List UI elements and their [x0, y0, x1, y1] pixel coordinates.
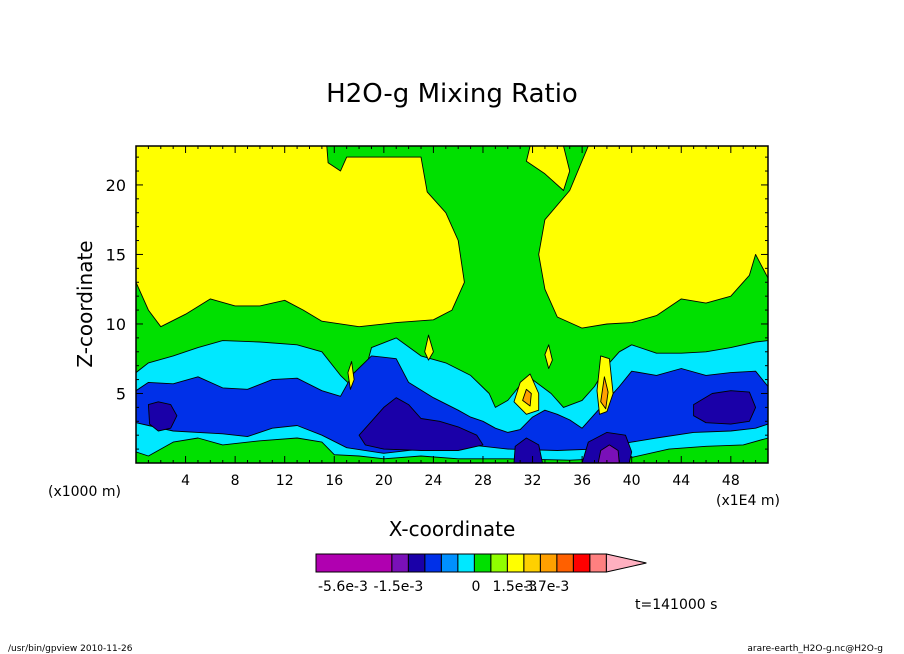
colorbar-cell [539, 553, 558, 573]
colorbar-cell [473, 553, 492, 573]
colorbar-tick-label: -5.6e-3 [318, 579, 368, 595]
contour-region-blue [136, 355, 768, 454]
colorbar-cell [572, 553, 591, 573]
contour-region-navy-left [147, 401, 178, 432]
colorbar-cell [391, 553, 409, 573]
colorbar-tick-label: 1.5e-3 [492, 579, 537, 595]
colorbar-cell [457, 553, 475, 573]
colorbar-tick-label: -1.5e-3 [373, 579, 423, 595]
colorbar-cell [556, 553, 574, 573]
colorbar-cell [407, 553, 426, 573]
x-tick-label: 28 [474, 473, 492, 489]
contour-region-navy-bottom [513, 437, 543, 463]
y-tick-label: 20 [106, 176, 126, 195]
plot-frame [135, 145, 769, 464]
colorbar-cell [490, 553, 508, 573]
x-tick-label: 8 [231, 473, 240, 489]
y-tick-label: 10 [106, 315, 126, 334]
y-ticks: 5 10 15 20 [106, 156, 768, 450]
y-tick-label: 15 [106, 245, 126, 264]
contour-region-yellow-upper [136, 146, 465, 328]
colorbar-cell [440, 553, 459, 573]
contour-region-navy-right [693, 390, 757, 425]
x-tick-label: 40 [623, 473, 641, 489]
contour-region-orange-core-32 [522, 388, 532, 407]
time-label: t=141000 s [635, 597, 717, 613]
x-unit-label: (x1000 m) [48, 484, 121, 500]
colorbar-cell [315, 553, 393, 573]
y-tick-label: 5 [116, 384, 126, 403]
colorbar-cell [424, 553, 442, 573]
x-tick-label: 48 [722, 473, 740, 489]
x-tick-label: 44 [672, 473, 690, 489]
footer-left: /usr/bin/gpview 2010-11-26 [8, 644, 133, 654]
x-axis-label: X-coordinate [389, 517, 516, 541]
x-tick-label: 24 [424, 473, 442, 489]
x-tick-label: 4 [181, 473, 190, 489]
colorbar-labels: -5.6e-3 -1.5e-3 0 1.5e-33.7e-3 [318, 579, 569, 595]
colorbar-cell [506, 553, 525, 573]
footer-right: arare-earth_H2O-g.nc@H2O-g [747, 644, 883, 654]
x-tick-label: 36 [573, 473, 591, 489]
x-tick-label: 16 [325, 473, 343, 489]
contour-region-yellow-spike-23 [424, 334, 434, 361]
chart-title: H2O-g Mixing Ratio [326, 79, 578, 109]
contour-region-navy-mid [358, 397, 484, 451]
y-axis-label: Z-coordinate [73, 240, 97, 367]
colorbar-arrow [605, 553, 647, 573]
colorbar-tick-label: 3.7e-3 [524, 579, 569, 595]
contour-region-orange-core-37 [600, 376, 609, 410]
colorbar-cell [523, 553, 541, 573]
x-tick-label: 20 [375, 473, 393, 489]
contour-region-yellow-spike-17 [347, 361, 355, 390]
x-ticks: 4 8 12 16 20 24 28 32 36 40 44 48 [147, 146, 757, 489]
colorbar-cell [589, 553, 607, 573]
contour-region-yellow-spike-33 [544, 344, 553, 369]
contour-region-purple [597, 444, 620, 463]
x-tick-label: 12 [276, 473, 294, 489]
colorbar [315, 553, 647, 573]
contour-regions [136, 146, 768, 463]
colorbar-tick-label: 0 [471, 579, 480, 595]
x-tick-label: 32 [524, 473, 542, 489]
contour-region-yellow-right2 [538, 146, 768, 329]
x-scale-label: (x1E4 m) [716, 493, 780, 509]
contour-region-yellow-right [525, 146, 571, 191]
